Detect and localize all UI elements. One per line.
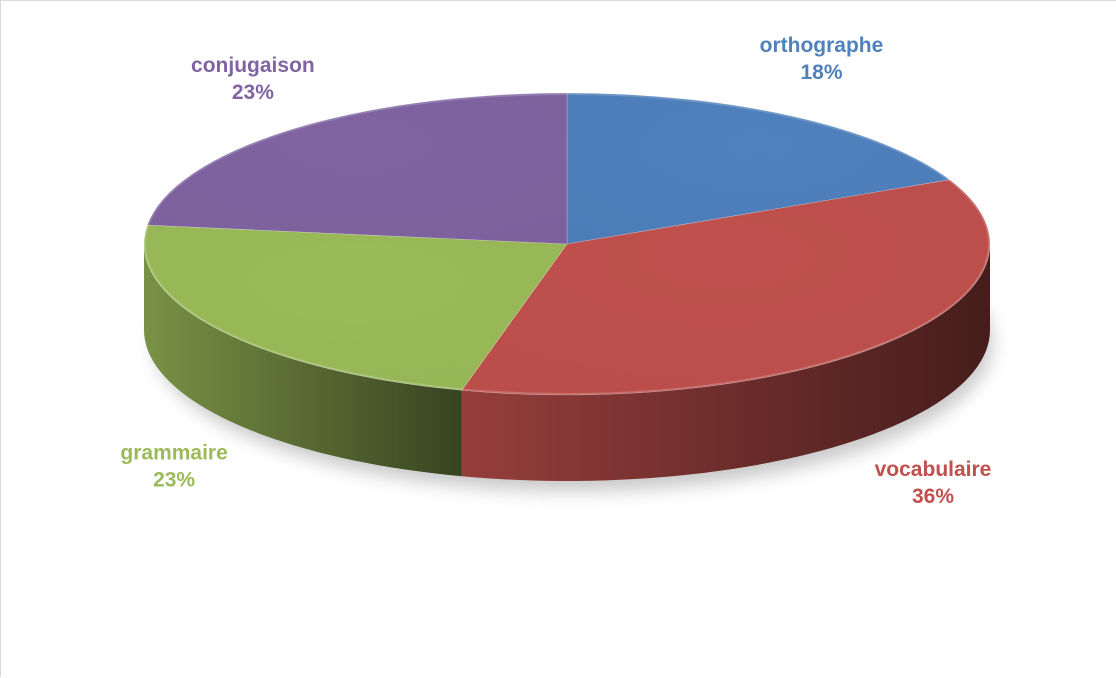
- data-label-percent: 36%: [912, 485, 954, 508]
- data-label-category: orthographe: [760, 34, 884, 57]
- data-label-percent: 18%: [800, 61, 842, 84]
- slice-side-grammaire: [144, 244, 462, 477]
- data-label-category: conjugaison: [191, 54, 315, 77]
- data-label-vocabulaire: vocabulaire 36%: [875, 458, 992, 508]
- slice-grammaire: [143, 224, 568, 391]
- pie-sides: [144, 244, 990, 481]
- data-label-conjugaison: conjugaison 23%: [191, 54, 315, 104]
- pie-labels: orthographe 18% vocabulaire 36% grammaire 23%…: [120, 34, 991, 508]
- slice-side-vocabulaire: [461, 244, 990, 481]
- data-label-orthographe: orthographe 18%: [760, 34, 884, 84]
- pie-top: [143, 92, 991, 396]
- slice-vocabulaire: [461, 179, 991, 396]
- slice-orthographe: [566, 92, 951, 245]
- slice-conjugaison: [146, 92, 568, 245]
- data-label-percent: 23%: [232, 81, 274, 104]
- data-label-percent: 23%: [153, 469, 195, 492]
- data-label-grammaire: grammaire 23%: [120, 442, 227, 492]
- data-label-category: vocabulaire: [875, 458, 992, 481]
- data-label-category: grammaire: [120, 442, 227, 465]
